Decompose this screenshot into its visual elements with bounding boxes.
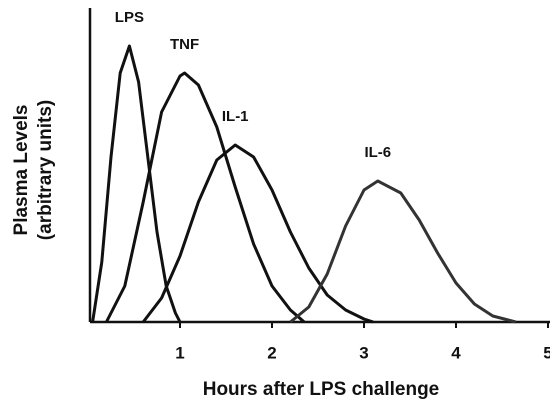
line-series: [91, 44, 182, 323]
x-tick-label: 2: [267, 343, 276, 362]
y-axis-title: Plasma Levels: [11, 105, 32, 236]
line-series: [142, 143, 374, 324]
line-series: [105, 71, 306, 324]
x-tick-label: 4: [451, 343, 461, 362]
x-tick-label: 1: [175, 343, 184, 362]
series-label: TNF: [170, 36, 199, 53]
series-label: IL-1: [222, 108, 249, 125]
x-axis-title: Hours after LPS challenge: [203, 379, 440, 400]
x-tick-label: 3: [359, 343, 368, 362]
x-tick-label: 5: [543, 343, 550, 362]
series-label: LPS: [115, 9, 144, 26]
y-axis-title: (arbitrary units): [35, 100, 56, 240]
line-series: [289, 179, 517, 324]
series-label: IL-6: [364, 144, 391, 161]
